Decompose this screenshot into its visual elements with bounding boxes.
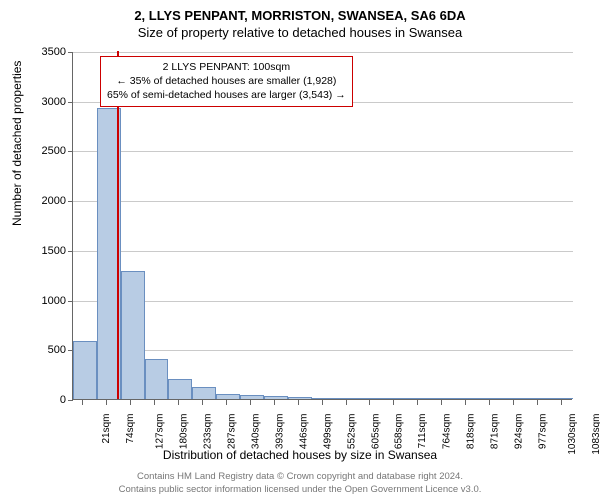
ytick-label: 1000: [16, 295, 66, 307]
gridline: [73, 301, 573, 302]
ytick-label: 500: [16, 344, 66, 356]
xtick-mark: [465, 400, 466, 405]
xtick-label: 871sqm: [490, 414, 501, 450]
xtick-mark: [106, 400, 107, 405]
xtick-label: 605sqm: [370, 414, 381, 450]
xtick-mark: [346, 400, 347, 405]
xtick-mark: [154, 400, 155, 405]
xtick-mark: [393, 400, 394, 405]
gridline: [73, 52, 573, 53]
xtick-mark: [369, 400, 370, 405]
ytick-mark: [68, 251, 73, 252]
xtick-mark: [441, 400, 442, 405]
xtick-label: 21sqm: [101, 414, 112, 444]
xtick-label: 658sqm: [394, 414, 405, 450]
xtick-label: 977sqm: [538, 414, 549, 450]
histogram-bar: [121, 271, 145, 399]
xtick-mark: [130, 400, 131, 405]
histogram-bar: [527, 398, 551, 399]
ytick-mark: [68, 201, 73, 202]
xtick-mark: [250, 400, 251, 405]
xtick-mark: [274, 400, 275, 405]
ytick-mark: [68, 52, 73, 53]
xtick-mark: [561, 400, 562, 405]
xtick-label: 499sqm: [322, 414, 333, 450]
histogram-bar: [359, 398, 383, 399]
gridline: [73, 251, 573, 252]
histogram-bar: [431, 398, 455, 399]
xtick-label: 74sqm: [125, 414, 136, 444]
xtick-label: 393sqm: [275, 414, 286, 450]
histogram-bar: [168, 379, 192, 399]
xtick-mark: [82, 400, 83, 405]
histogram-bar: [550, 398, 573, 399]
xtick-label: 446sqm: [298, 414, 309, 450]
histogram-bar: [479, 398, 503, 399]
xtick-mark: [489, 400, 490, 405]
histogram-bar: [455, 398, 479, 399]
chart-title: 2, LLYS PENPANT, MORRISTON, SWANSEA, SA6…: [0, 0, 600, 23]
xtick-label: 287sqm: [227, 414, 238, 450]
ytick-label: 0: [16, 394, 66, 406]
ytick-label: 1500: [16, 245, 66, 257]
footer-line2: Contains public sector information licen…: [0, 484, 600, 496]
xtick-label: 340sqm: [251, 414, 262, 450]
xtick-mark: [226, 400, 227, 405]
ytick-label: 3500: [16, 46, 66, 58]
histogram-bar: [288, 397, 312, 399]
footer-line1: Contains HM Land Registry data © Crown c…: [0, 471, 600, 483]
footer: Contains HM Land Registry data © Crown c…: [0, 471, 600, 496]
xtick-mark: [298, 400, 299, 405]
ytick-mark: [68, 301, 73, 302]
xtick-label: 818sqm: [466, 414, 477, 450]
histogram-bar: [312, 398, 336, 399]
histogram-bar: [383, 398, 407, 399]
ytick-mark: [68, 102, 73, 103]
ytick-label: 2000: [16, 195, 66, 207]
x-axis-label: Distribution of detached houses by size …: [0, 448, 600, 462]
annotation-line1: 2 LLYS PENPANT: 100sqm: [107, 60, 346, 74]
xtick-label: 924sqm: [514, 414, 525, 450]
histogram-bar: [240, 395, 264, 399]
ytick-mark: [68, 151, 73, 152]
ytick-label: 3000: [16, 96, 66, 108]
xtick-label: 233sqm: [203, 414, 214, 450]
xtick-label: 711sqm: [417, 414, 428, 449]
chart-subtitle: Size of property relative to detached ho…: [0, 23, 600, 46]
xtick-mark: [537, 400, 538, 405]
annotation-line3: 65% of semi-detached houses are larger (…: [107, 88, 346, 102]
gridline: [73, 201, 573, 202]
gridline: [73, 151, 573, 152]
xtick-mark: [202, 400, 203, 405]
xtick-label: 127sqm: [155, 414, 166, 450]
annotation-box: 2 LLYS PENPANT: 100sqm ← 35% of detached…: [100, 56, 353, 107]
xtick-mark: [417, 400, 418, 405]
ytick-mark: [68, 400, 73, 401]
xtick-label: 764sqm: [442, 414, 453, 450]
histogram-bar: [145, 359, 169, 399]
histogram-bar: [192, 387, 216, 399]
gridline: [73, 350, 573, 351]
histogram-bar: [503, 398, 527, 399]
xtick-mark: [322, 400, 323, 405]
xtick-label: 552sqm: [346, 414, 357, 450]
annotation-line2: ← 35% of detached houses are smaller (1,…: [107, 74, 346, 88]
xtick-mark: [178, 400, 179, 405]
xtick-mark: [513, 400, 514, 405]
xtick-label: 180sqm: [179, 414, 190, 450]
histogram-bar: [73, 341, 97, 399]
ytick-label: 2500: [16, 145, 66, 157]
histogram-bar: [336, 398, 360, 399]
chart-container: { "title": "2, LLYS PENPANT, MORRISTON, …: [0, 0, 600, 500]
histogram-bar: [407, 398, 431, 399]
histogram-bar: [264, 396, 288, 399]
histogram-bar: [216, 394, 240, 399]
